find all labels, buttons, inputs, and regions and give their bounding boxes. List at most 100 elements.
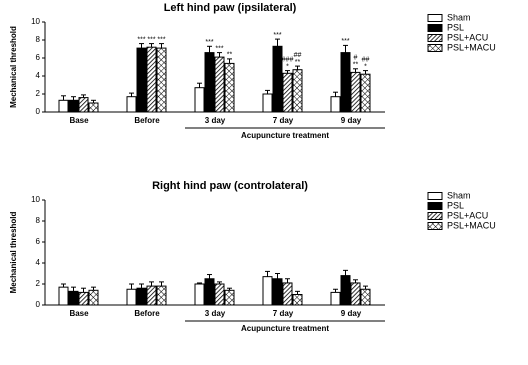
- chart-title: Right hind paw (controlateral): [152, 180, 308, 192]
- bar: [146, 46, 157, 113]
- bar: [204, 278, 215, 306]
- bar: [214, 56, 225, 113]
- y-tick-label: 6: [36, 237, 41, 246]
- significance-label: ***: [273, 32, 281, 39]
- significance-label: ***: [215, 45, 223, 52]
- bar: [156, 285, 167, 306]
- y-axis-label: Mechanical threshold: [9, 211, 18, 293]
- bar: [68, 290, 79, 306]
- y-tick-label: 2: [36, 279, 41, 288]
- bar: [282, 72, 293, 113]
- bar: [350, 282, 361, 306]
- bar: [58, 99, 69, 113]
- legend-label: PSL: [447, 22, 464, 32]
- bar: [330, 291, 341, 306]
- legend-swatch: [427, 202, 443, 210]
- treatment-label: Acupuncture treatment: [241, 324, 329, 333]
- x-tick-label: 3 day: [205, 116, 226, 125]
- significance-label: ###: [282, 56, 294, 63]
- y-tick-label: 0: [36, 107, 41, 116]
- significance-label: **: [227, 52, 233, 59]
- legend-label: PSL+ACU: [447, 210, 488, 220]
- legend-label: PSL+ACU: [447, 32, 488, 42]
- bar: [224, 62, 235, 113]
- x-tick-label: 7 day: [273, 116, 294, 125]
- bar: [126, 96, 137, 113]
- y-tick-label: 8: [36, 35, 41, 44]
- legend-swatch: [427, 192, 443, 200]
- chart-title: Left hind paw (ipsilateral): [164, 2, 297, 14]
- bar: [224, 289, 235, 306]
- bar: [262, 93, 273, 113]
- x-tick-label: 9 day: [341, 309, 362, 318]
- significance-label: ***: [341, 38, 349, 45]
- x-tick-label: 9 day: [341, 116, 362, 125]
- legend-swatch: [427, 222, 443, 230]
- bar: [272, 45, 283, 113]
- y-axis-label: Mechanical threshold: [9, 26, 18, 108]
- x-tick-label: 7 day: [273, 309, 294, 318]
- treatment-label: Acupuncture treatment: [241, 131, 329, 140]
- legend-swatch: [427, 14, 443, 22]
- y-tick-label: 10: [31, 17, 40, 26]
- bar: [340, 275, 351, 306]
- x-tick-label: Before: [134, 116, 160, 125]
- bar: [78, 97, 89, 113]
- bar: [68, 99, 79, 113]
- bar: [146, 285, 157, 306]
- y-tick-label: 0: [36, 300, 41, 309]
- legend-label: PSL+MACU: [447, 42, 496, 52]
- bar: [330, 96, 341, 113]
- bar: [272, 278, 283, 306]
- legend-swatch: [427, 212, 443, 220]
- legend-swatch: [427, 24, 443, 32]
- significance-label: *: [286, 63, 289, 70]
- bar: [262, 276, 273, 306]
- bar: [156, 47, 167, 113]
- x-tick-label: Base: [69, 309, 89, 318]
- y-tick-label: 4: [36, 71, 41, 80]
- significance-label: ##: [294, 52, 302, 59]
- significance-label: **: [295, 59, 301, 66]
- bar: [360, 73, 371, 113]
- bar: [292, 69, 303, 113]
- bar: [194, 283, 205, 306]
- legend-label: PSL+MACU: [447, 220, 496, 230]
- significance-label: ***: [157, 36, 165, 43]
- significance-label: ***: [147, 36, 155, 43]
- significance-label: ***: [137, 36, 145, 43]
- y-tick-label: 6: [36, 53, 41, 62]
- x-tick-label: 3 day: [205, 309, 226, 318]
- x-tick-label: Base: [69, 116, 89, 125]
- y-tick-label: 4: [36, 258, 41, 267]
- bar: [58, 286, 69, 306]
- bar: [360, 288, 371, 306]
- bar: [136, 287, 147, 306]
- legend-label: Sham: [447, 12, 471, 22]
- bar: [126, 288, 137, 306]
- bar: [282, 282, 293, 306]
- bar: [88, 289, 99, 306]
- bar: [204, 52, 215, 113]
- bar: [194, 87, 205, 113]
- bar: [350, 71, 361, 113]
- y-tick-label: 2: [36, 89, 41, 98]
- bar: [88, 102, 99, 113]
- significance-label: *: [364, 63, 367, 70]
- significance-label: ***: [205, 39, 213, 46]
- bar: [136, 47, 147, 113]
- legend-label: Sham: [447, 190, 471, 200]
- legend-swatch: [427, 34, 443, 42]
- legend-label: PSL: [447, 200, 464, 210]
- bar: [78, 291, 89, 306]
- x-tick-label: Before: [134, 309, 160, 318]
- bar: [292, 294, 303, 306]
- bar: [214, 283, 225, 306]
- legend-swatch: [427, 44, 443, 52]
- y-tick-label: 8: [36, 216, 41, 225]
- significance-label: #: [354, 55, 358, 62]
- significance-label: ##: [362, 56, 370, 63]
- significance-label: **: [353, 62, 359, 69]
- bar: [340, 52, 351, 113]
